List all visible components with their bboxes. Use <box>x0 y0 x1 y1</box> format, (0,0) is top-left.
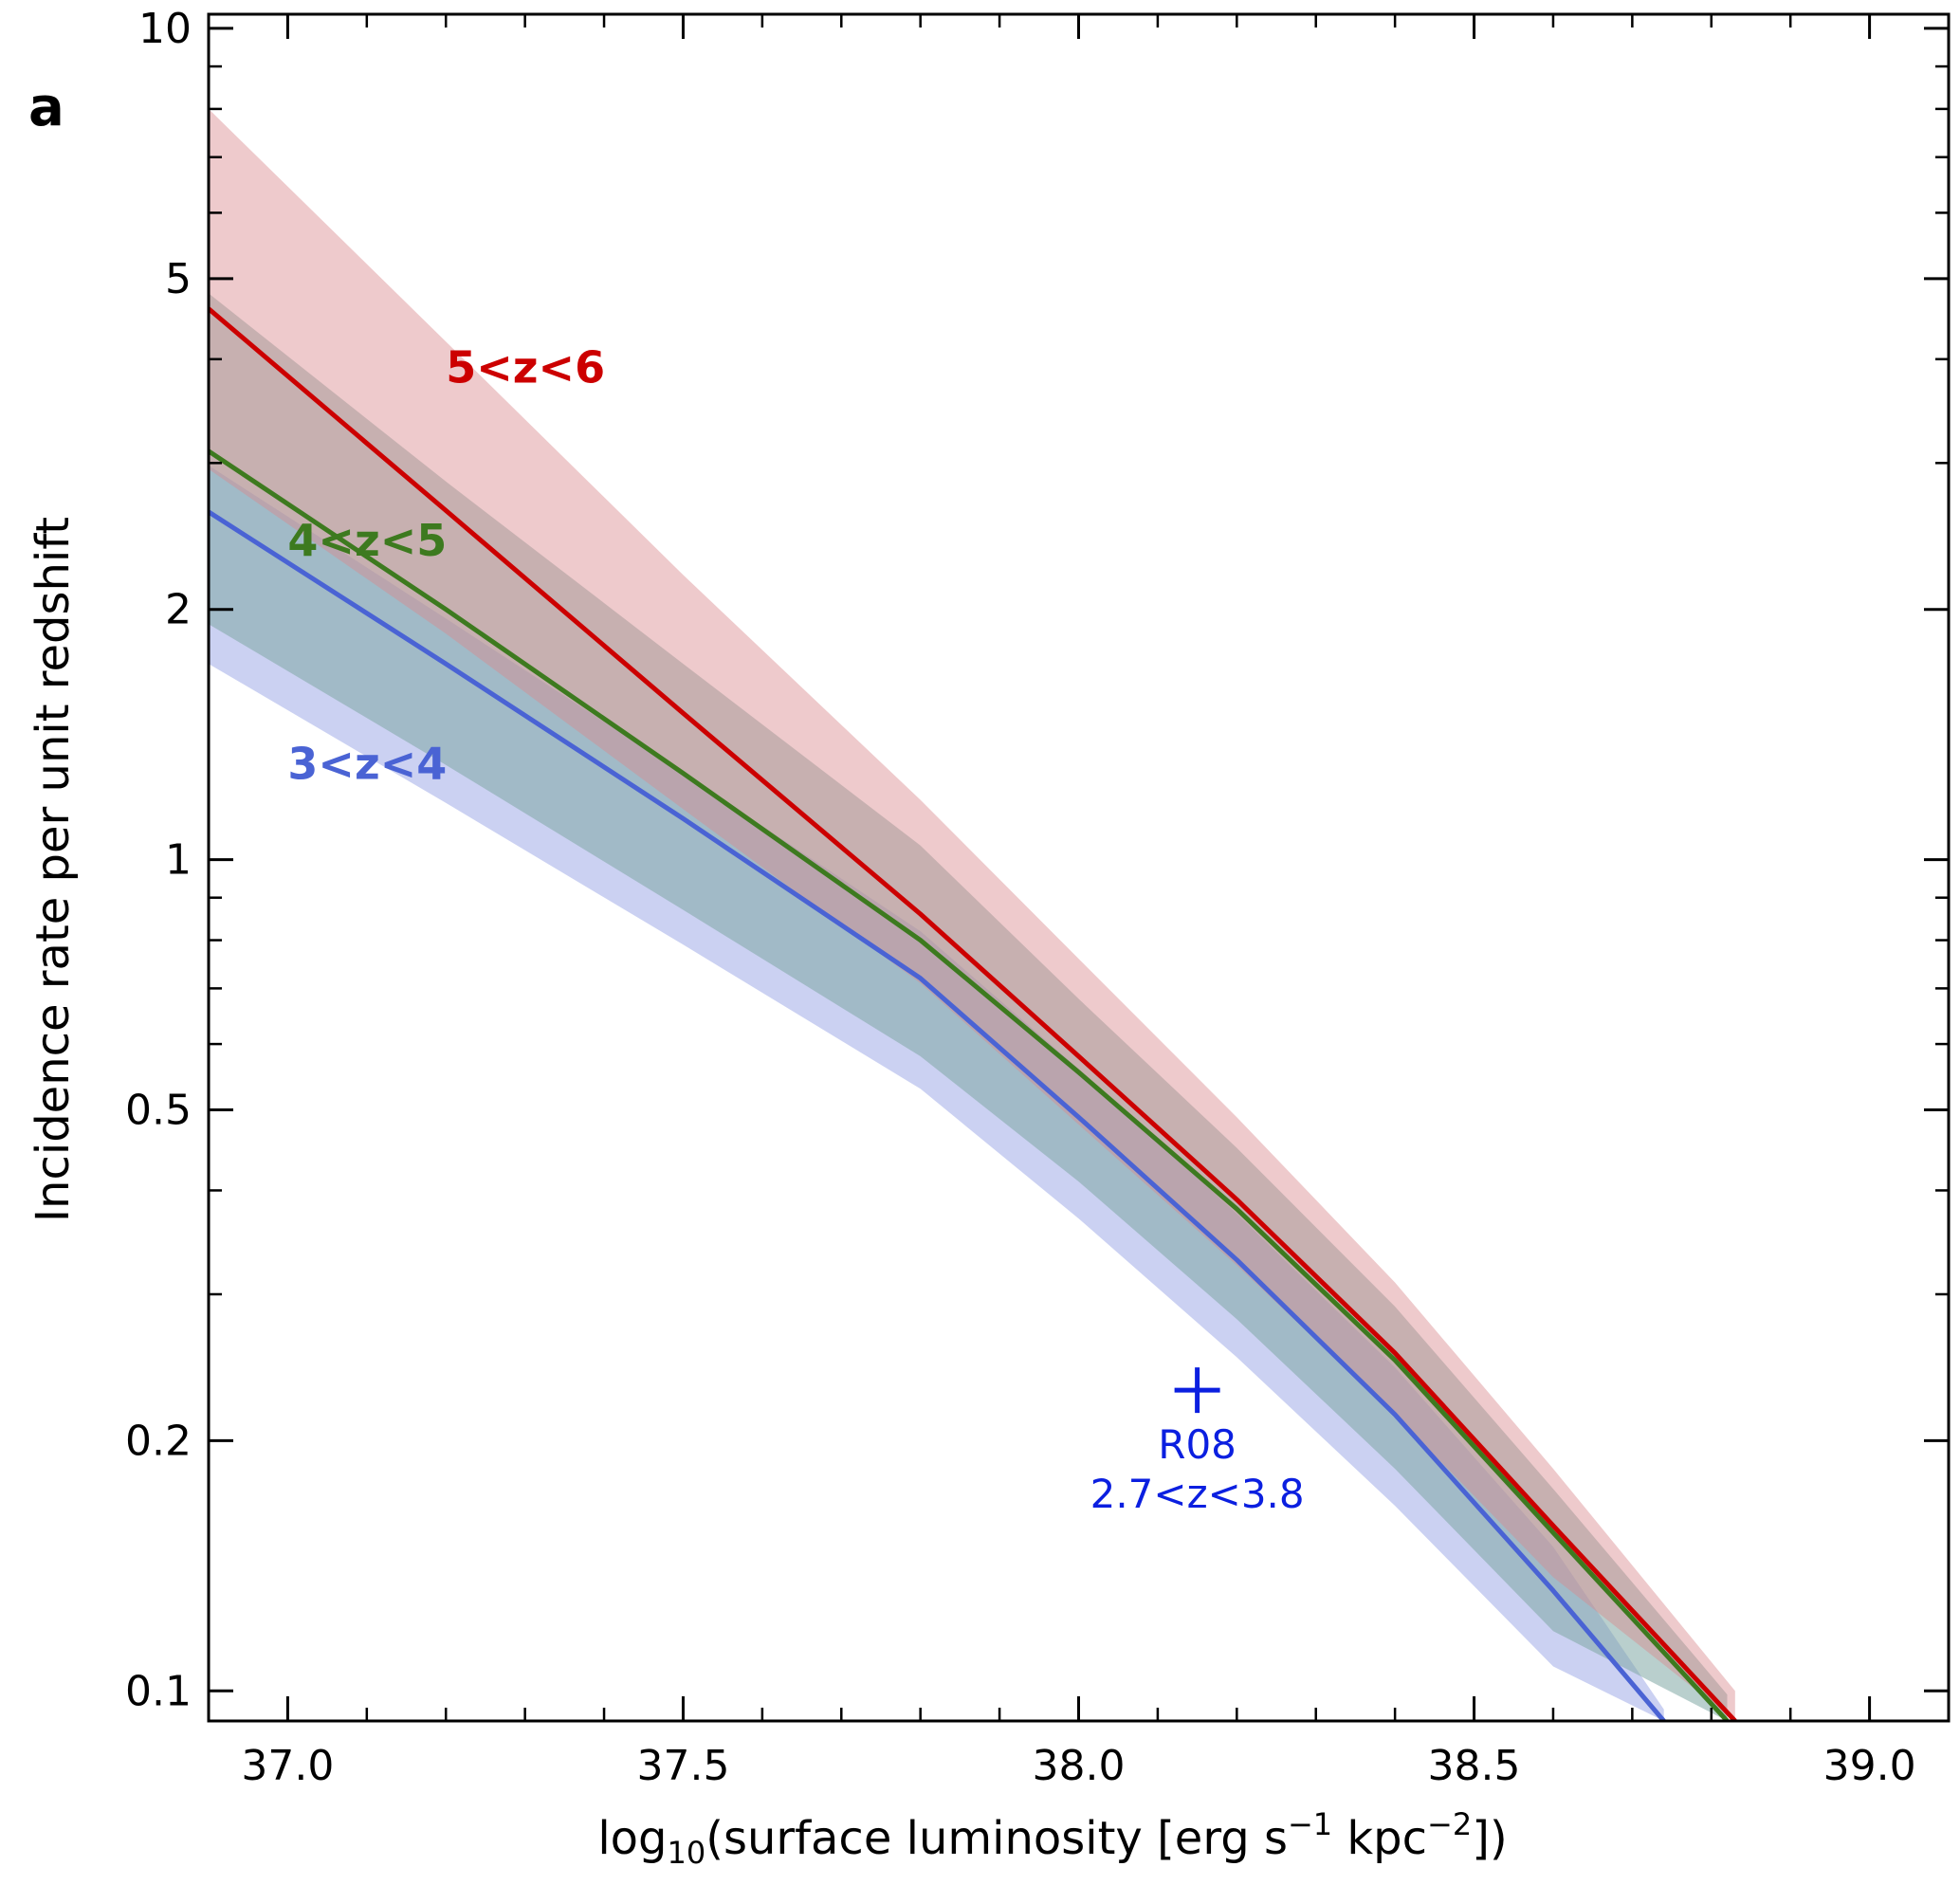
y-tick-label: 0.5 <box>125 1086 192 1134</box>
y-tick-label: 10 <box>138 5 192 53</box>
series-label-2: 4<z<5 <box>287 515 447 566</box>
x-axis-label-log: log <box>597 1812 667 1865</box>
y-tick-label: 0.2 <box>125 1417 192 1465</box>
y-tick-label: 1 <box>165 836 192 885</box>
x-tick-label: 37.0 <box>241 1742 334 1790</box>
band-2 <box>209 293 1728 1721</box>
x-axis-label-sub: 10 <box>668 1835 706 1871</box>
x-tick-label: 38.5 <box>1428 1742 1521 1790</box>
x-axis-label-main: (surface luminosity [erg s <box>705 1812 1288 1865</box>
r08-label: R08 <box>1158 1421 1236 1468</box>
r08-redshift-label: 2.7<z<3.8 <box>1090 1471 1305 1517</box>
x-axis-label-sup1: −1 <box>1288 1806 1332 1842</box>
series-line-3 <box>209 306 1737 1721</box>
y-tick-label: 5 <box>165 255 192 303</box>
y-tick-label: 0.1 <box>125 1667 192 1715</box>
series-label-3: 5<z<6 <box>446 341 605 393</box>
axis-ticks <box>207 14 1951 1721</box>
x-tick-label: 39.0 <box>1823 1742 1916 1790</box>
x-tick-label: 38.0 <box>1033 1742 1126 1790</box>
y-tick-label: 2 <box>165 586 192 634</box>
x-axis-label-sup2: −2 <box>1427 1806 1472 1842</box>
x-axis-label-end: ]) <box>1472 1812 1507 1865</box>
panel-label: a <box>28 77 64 138</box>
x-axis-label: log10(surface luminosity [erg s−1 kpc−2]… <box>597 1806 1507 1871</box>
tick-labels: 37.0 37.5 38.0 38.5 39.0 0.1 0.2 0.5 1 2 5 10 <box>125 5 1916 1790</box>
x-axis-label-mid: kpc <box>1332 1812 1427 1865</box>
series-line-2 <box>209 448 1730 1721</box>
series-lines <box>209 306 1737 1721</box>
x-tick-label: 37.5 <box>636 1742 729 1790</box>
series-line-1 <box>209 509 1666 1721</box>
plot-frame <box>207 12 1951 1723</box>
y-axis-label: Incidence rate per unit redshift <box>27 517 80 1222</box>
series-label-1: 3<z<4 <box>287 739 447 790</box>
